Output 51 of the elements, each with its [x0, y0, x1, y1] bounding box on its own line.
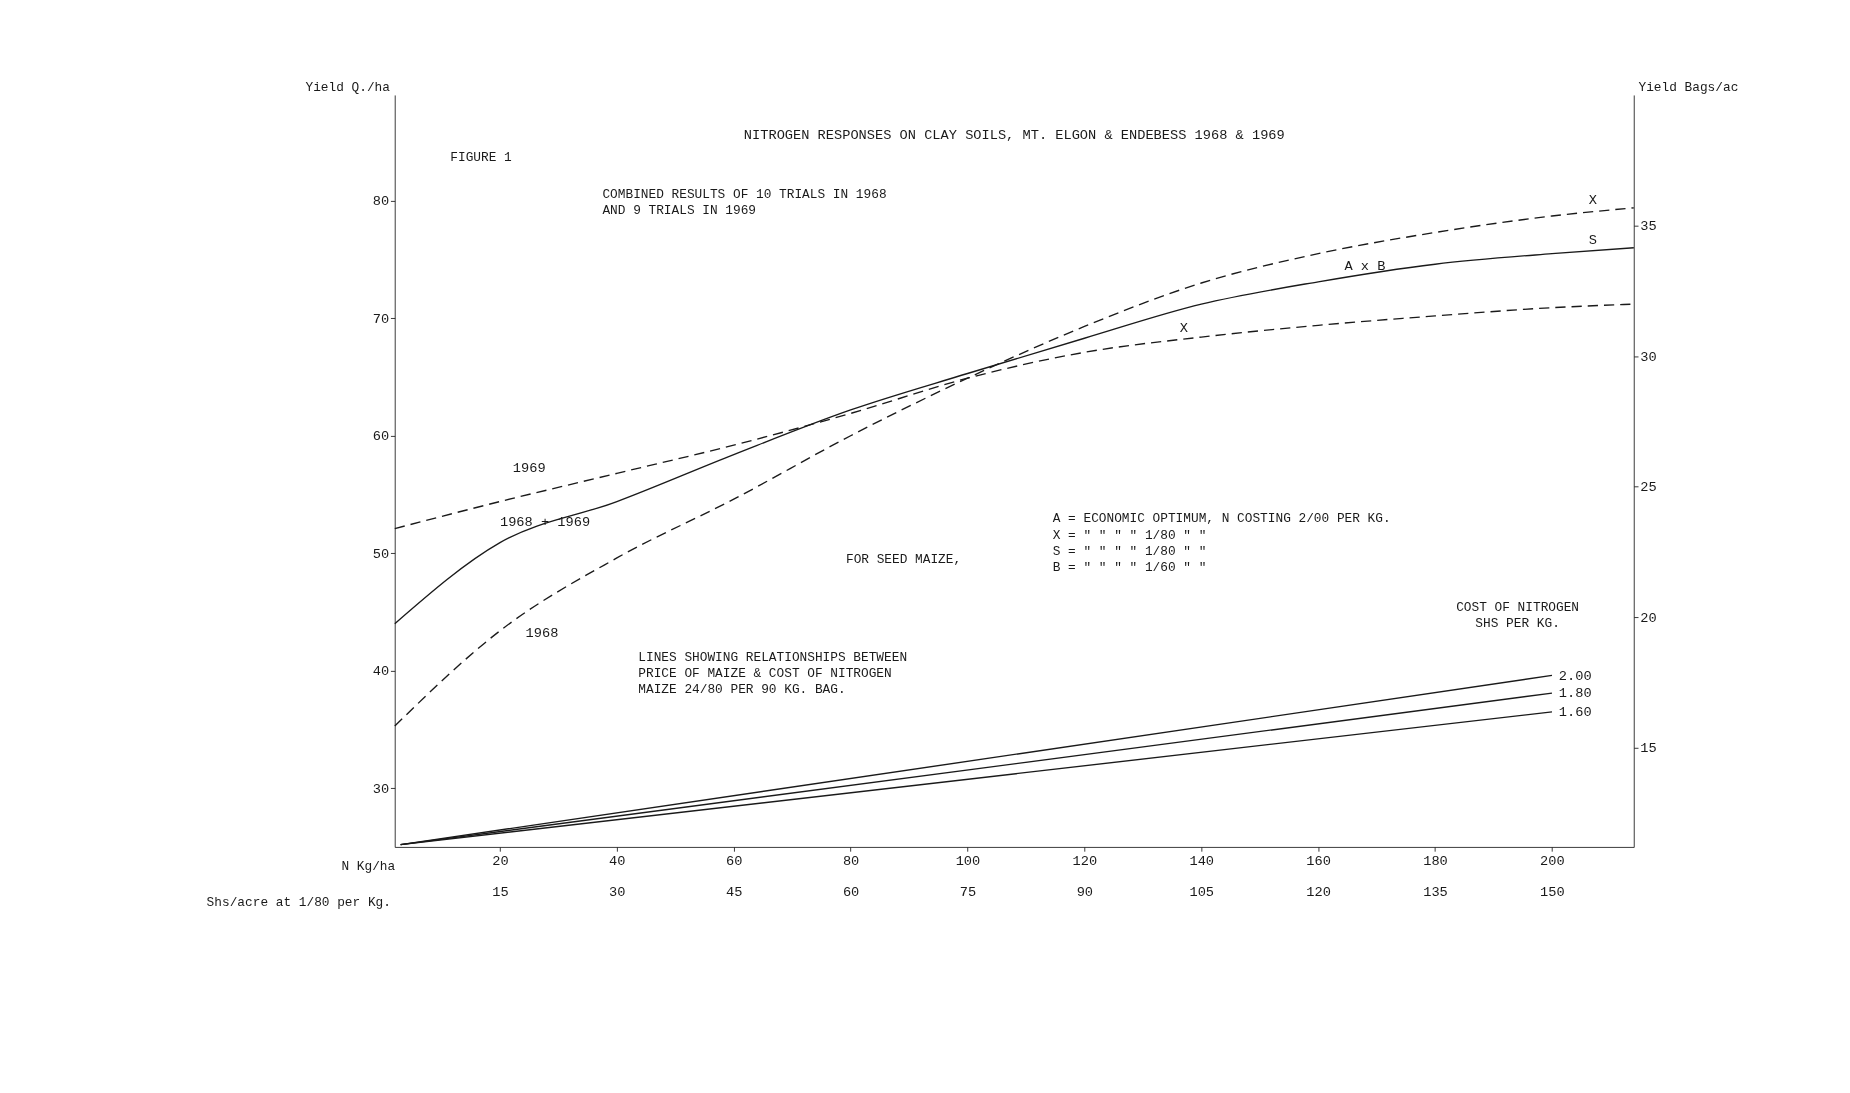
- y-tick-label: 50: [372, 546, 390, 562]
- x-tick-label: 180: [1423, 853, 1448, 869]
- x2-axis-title: Shs/acre at 1/80 per Kg.: [206, 895, 391, 911]
- annotation: FOR SEED MAIZE,: [845, 552, 962, 568]
- annotation: FIGURE 1: [450, 149, 513, 165]
- series-label: 1.80: [1558, 686, 1592, 702]
- x-tick-label: 120: [1072, 853, 1098, 869]
- y-tick-label: 60: [372, 429, 390, 445]
- y2-tick-label: 15: [1640, 741, 1657, 757]
- x-tick-label: 20: [492, 853, 509, 869]
- y2-tick-label: 25: [1640, 480, 1657, 496]
- annotation: COMBINED RESULTS OF 10 TRIALS IN 1968 AND 9 TRIALS IN 1969: [602, 186, 887, 218]
- x-tick-label: 100: [955, 853, 981, 869]
- text: NITROGEN RESPONSES ON CLAY SOILS, MT. ELGON & ENDEBESS 1968 & 1969: [743, 127, 1285, 143]
- y2-tick-label: 30: [1640, 349, 1657, 365]
- x-tick-label: 140: [1189, 853, 1215, 869]
- annotation: X: [1588, 193, 1597, 209]
- x2-tick-label: 120: [1306, 885, 1331, 901]
- x2-tick-label: 135: [1423, 885, 1448, 901]
- x-tick-label: 80: [842, 853, 860, 869]
- x2-tick-label: 105: [1189, 885, 1215, 901]
- x2-tick-label: 45: [725, 885, 743, 901]
- series-label: 1.60: [1558, 705, 1592, 721]
- annotation: LINES SHOWING RELATIONSHIPS BETWEEN PRICE OF MAIZE & COST OF NITROGEN MAIZE 24/80 PER 90 KG. BAG.: [638, 649, 908, 698]
- y-axis-title: Yield Q./ha: [305, 80, 391, 96]
- annotation: S: [1588, 233, 1597, 249]
- x2-tick-label: 15: [492, 885, 509, 901]
- x2-tick-label: 60: [842, 885, 860, 901]
- y2-tick-label: 35: [1640, 219, 1657, 235]
- y-tick-label: 80: [372, 194, 390, 210]
- annotation: COST OF NITROGEN SHS PER KG.: [1456, 600, 1580, 632]
- annotation: A = ECONOMIC OPTIMUM, N COSTING 2/00 PER KG. X = " " " " 1/80 " " S = " " " " 1/80 " " B = " " " " 1/60 " ": [1052, 511, 1391, 575]
- series-label: 1968: [525, 625, 559, 641]
- x-tick-label: 60: [725, 853, 743, 869]
- x-tick-label: 40: [609, 853, 626, 869]
- x-axis-title: N Kg/ha: [341, 859, 396, 875]
- x2-tick-label: 75: [959, 885, 977, 901]
- annotation: A x B: [1344, 258, 1386, 274]
- y-tick-label: 70: [372, 311, 390, 327]
- x2-tick-label: 30: [609, 885, 626, 901]
- x2-tick-label: 150: [1540, 885, 1565, 901]
- series-label: 1969: [512, 460, 546, 476]
- y-tick-label: 40: [372, 664, 390, 680]
- x-tick-label: 200: [1540, 853, 1565, 869]
- series-label: 2.00: [1558, 668, 1592, 684]
- y2-tick-label: 20: [1640, 610, 1657, 626]
- x2-tick-label: 90: [1076, 885, 1094, 901]
- y-tick-label: 30: [372, 781, 390, 797]
- annotation: X: [1179, 321, 1188, 337]
- y2-axis-title: Yield Bags/ac: [1638, 80, 1739, 96]
- x-tick-label: 160: [1306, 853, 1331, 869]
